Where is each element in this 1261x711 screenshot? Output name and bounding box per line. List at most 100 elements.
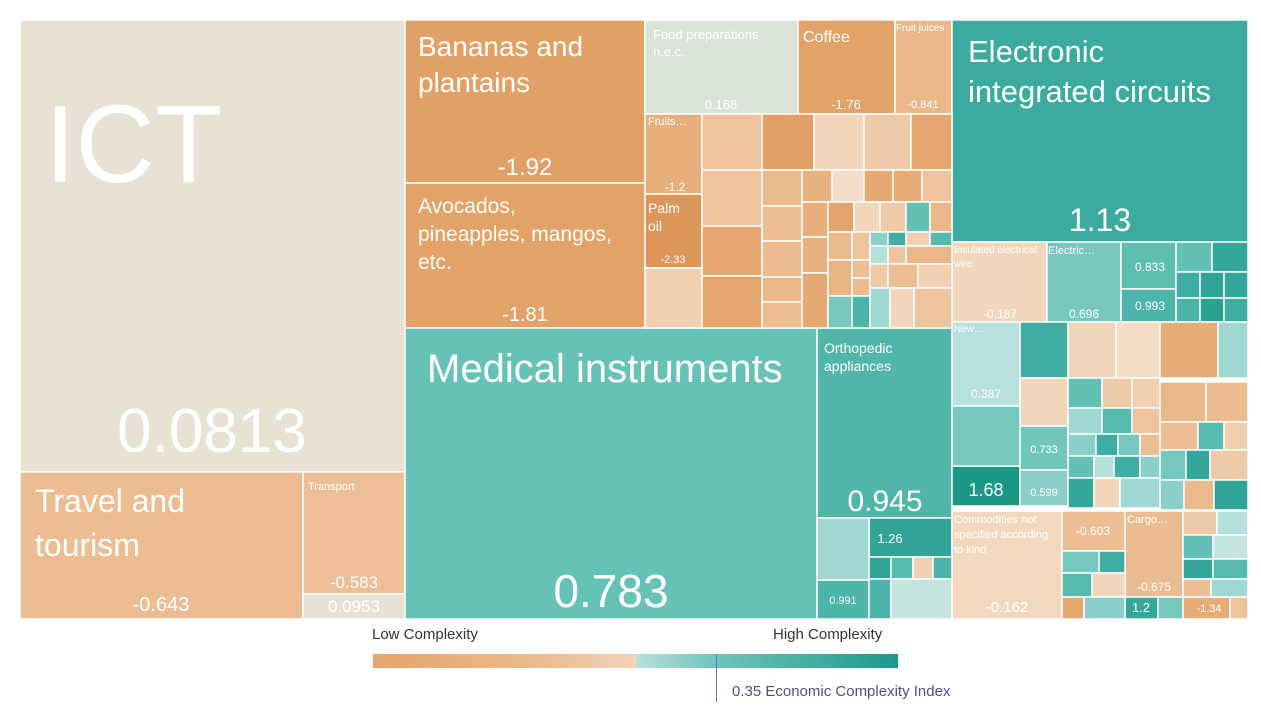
cell-tile[interactable]: [761, 301, 803, 329]
cell-tile[interactable]: [892, 169, 923, 203]
cell-tile[interactable]: [929, 201, 953, 233]
cell-tile[interactable]: [913, 287, 953, 329]
cell-m991[interactable]: [816, 579, 870, 620]
cell-tile[interactable]: [813, 113, 865, 171]
cell-tile[interactable]: [1199, 271, 1225, 299]
cell-transport[interactable]: [302, 471, 406, 595]
cell-tile[interactable]: [1210, 578, 1249, 598]
cell-cargo[interactable]: [1124, 510, 1184, 598]
cell-tile[interactable]: [851, 295, 871, 329]
cell-tile[interactable]: [1067, 321, 1117, 379]
cell-tile[interactable]: [801, 201, 829, 238]
cell-tile[interactable]: [761, 276, 803, 303]
cell-tile[interactable]: [761, 169, 803, 207]
cell-tile[interactable]: [869, 263, 889, 289]
cell-tile[interactable]: [868, 578, 892, 620]
cell-tile[interactable]: [863, 113, 912, 171]
cell-tile[interactable]: [1159, 381, 1207, 423]
cell-tile[interactable]: [1093, 455, 1115, 479]
cell-tile[interactable]: [1067, 433, 1097, 457]
cell-tile[interactable]: [951, 405, 1021, 467]
cell-tile[interactable]: [921, 169, 953, 203]
cell-tile[interactable]: [1119, 477, 1161, 509]
cell-tile[interactable]: [801, 236, 829, 274]
cell-coffee[interactable]: [797, 19, 896, 115]
cell-tile[interactable]: [1098, 550, 1126, 574]
cell-tile[interactable]: [1139, 455, 1161, 479]
cell-tile[interactable]: [1175, 271, 1201, 299]
cell-tile[interactable]: [831, 169, 865, 203]
cell-tile[interactable]: [1223, 421, 1249, 451]
cell-tile[interactable]: [1216, 510, 1249, 536]
cell-tile[interactable]: [1182, 558, 1214, 580]
cell-avocados[interactable]: [404, 182, 646, 329]
cell-tile[interactable]: [1061, 572, 1093, 598]
cell-tile[interactable]: [1131, 377, 1161, 409]
cell-x733[interactable]: [1019, 425, 1069, 471]
cell-tile[interactable]: [889, 287, 915, 329]
cell-tile[interactable]: [1131, 407, 1161, 435]
cell-tile[interactable]: [869, 231, 889, 247]
cell-tile[interactable]: [869, 245, 889, 265]
cell-bananas[interactable]: [404, 19, 646, 184]
cell-tile[interactable]: [1213, 479, 1249, 511]
cell-tile[interactable]: [1157, 596, 1184, 620]
cell-tile[interactable]: [801, 272, 829, 329]
cell-tile[interactable]: [910, 113, 953, 171]
cell-tile[interactable]: [827, 201, 855, 233]
cell-tile[interactable]: [701, 113, 763, 171]
cell-tile[interactable]: [1139, 433, 1161, 457]
cell-tile[interactable]: [853, 201, 881, 233]
cell-tile[interactable]: [816, 517, 870, 581]
cell-tile[interactable]: [905, 201, 931, 233]
cell-tile[interactable]: [701, 275, 763, 329]
cell-tile[interactable]: [761, 240, 803, 278]
cell-tile[interactable]: [890, 578, 953, 620]
cell-circuits[interactable]: [951, 19, 1249, 243]
cell-tile[interactable]: [701, 169, 763, 227]
cell-tile[interactable]: [1175, 297, 1201, 323]
cell-e993[interactable]: [1120, 288, 1177, 323]
cell-tile[interactable]: [1185, 449, 1211, 481]
cell-tile[interactable]: [1067, 477, 1095, 509]
cell-tile[interactable]: [929, 231, 953, 247]
cell-commod[interactable]: [951, 510, 1063, 620]
cell-tile[interactable]: [1101, 377, 1133, 409]
cell-tile[interactable]: [1182, 578, 1212, 598]
cell-tile[interactable]: [1182, 510, 1218, 536]
cell-tile[interactable]: [761, 205, 803, 242]
cell-tile[interactable]: [801, 169, 833, 203]
cell-tile[interactable]: [887, 245, 907, 265]
cell-tile[interactable]: [1083, 596, 1126, 620]
cell-tile[interactable]: [1223, 271, 1249, 299]
cell-tile[interactable]: [1101, 407, 1133, 435]
cell-tile[interactable]: [1209, 449, 1249, 481]
cell-tile[interactable]: [1212, 534, 1249, 560]
cell-electric[interactable]: [1046, 241, 1122, 323]
cell-tile[interactable]: [868, 556, 892, 580]
cell-ortho[interactable]: [816, 327, 953, 519]
cell-tile[interactable]: [644, 267, 703, 329]
cell-tile[interactable]: [1183, 479, 1215, 511]
cell-tile[interactable]: [851, 277, 871, 297]
cell-tile[interactable]: [869, 287, 891, 329]
cell-tile[interactable]: [1093, 477, 1121, 509]
cell-tile[interactable]: [1115, 321, 1161, 379]
cell-tile[interactable]: [879, 201, 907, 233]
cell-medical[interactable]: [404, 327, 818, 620]
cell-tile[interactable]: [1061, 596, 1085, 620]
cell-tile[interactable]: [1091, 572, 1126, 598]
cell-tile[interactable]: [917, 263, 953, 289]
cell-tile[interactable]: [827, 231, 853, 261]
cell-tile[interactable]: [1067, 407, 1103, 435]
cell-tile[interactable]: [1182, 534, 1214, 560]
cell-tile[interactable]: [1159, 479, 1185, 511]
cell-tile[interactable]: [1019, 321, 1069, 379]
cell-ict[interactable]: [19, 19, 406, 473]
cell-tile[interactable]: [851, 259, 871, 279]
cell-tile[interactable]: [1159, 449, 1187, 481]
cell-tile[interactable]: [912, 556, 934, 580]
cell-tile[interactable]: [1019, 377, 1069, 427]
cell-tile[interactable]: [1229, 596, 1249, 620]
cell-tile[interactable]: [1175, 241, 1213, 273]
